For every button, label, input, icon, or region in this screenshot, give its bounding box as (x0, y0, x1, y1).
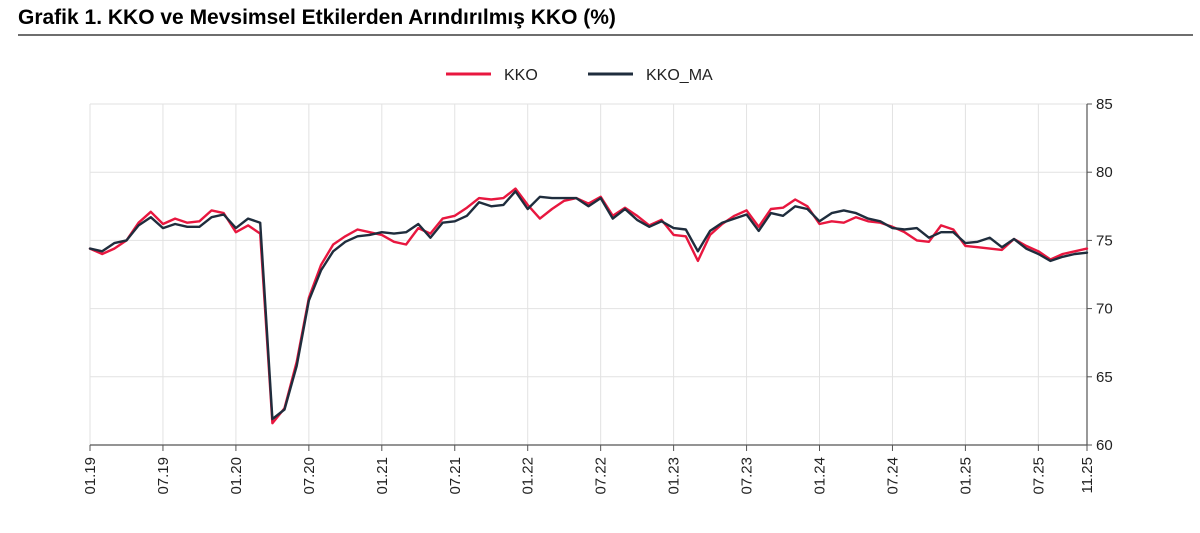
x-tick-label: 11.25 (1079, 457, 1096, 493)
y-tick-label: 60 (1096, 437, 1113, 454)
x-tick-label: 07.25 (1030, 457, 1047, 495)
x-tick-label: 01.25 (957, 457, 974, 495)
title-underline (18, 34, 1193, 36)
legend-label-kko-ma: KKO_MA (646, 67, 713, 84)
x-tick-label: 01.24 (812, 457, 829, 495)
y-tick-label: 70 (1096, 301, 1113, 318)
x-tick-label: 01.21 (374, 457, 391, 495)
x-axis-labels: 01.19 07.19 01.20 07.20 01.21 07.21 01.22 07.22… (82, 457, 1096, 495)
series-line-kko (88, 187, 1089, 425)
x-tick-label: 01.22 (520, 457, 537, 495)
y-tick-label: 65 (1096, 369, 1113, 386)
x-tick-label: 07.22 (593, 457, 610, 495)
x-tick-label: 01.20 (228, 457, 245, 495)
legend-label-kko: KKO (504, 67, 538, 84)
x-tick-label: 07.20 (301, 457, 318, 495)
legend: KKO KKO_MA (446, 67, 713, 84)
series-line-kko-ma (88, 190, 1089, 421)
grid-lines (89, 103, 1088, 445)
x-tick-label: 07.21 (447, 457, 464, 495)
y-axis-labels: 60 65 70 75 80 85 (1096, 96, 1113, 454)
chart-title: Grafik 1. KKO ve Mevsimsel Etkilerden Ar… (18, 6, 616, 29)
series-lines (88, 187, 1089, 425)
x-tick-label: 07.24 (884, 457, 901, 495)
x-tick-label: 01.19 (82, 457, 99, 495)
x-tick-label: 07.19 (155, 457, 172, 495)
x-tick-label: 01.23 (666, 457, 683, 495)
axes (89, 103, 1092, 451)
y-tick-label: 85 (1096, 96, 1113, 113)
y-tick-label: 80 (1096, 164, 1113, 181)
x-tick-label: 07.23 (739, 457, 756, 495)
y-tick-label: 75 (1096, 232, 1113, 249)
